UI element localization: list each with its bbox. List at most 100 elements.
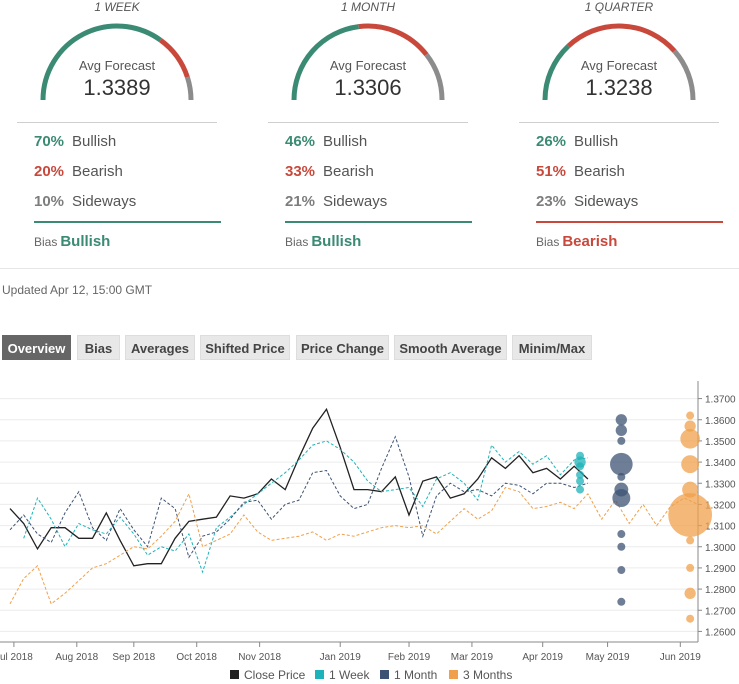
bearish-pct: 51% [536,163,567,180]
bearish-row: 20% Bearish [34,163,123,180]
forecast-bubble-3-months [686,614,695,623]
forecast-bubble-1-month [617,597,626,606]
y-tick-label: 1.3400 [705,458,736,469]
y-tick-label: 1.2900 [705,564,736,575]
bias-label: Bias [285,235,309,249]
legend-swatch [230,670,239,679]
bias-value: Bullish [60,233,111,250]
sentiment-gauge [542,23,696,101]
forecast-bubble-1-week [576,462,585,471]
sideways-row: 10% Sideways [34,193,136,210]
y-tick-label: 1.3700 [705,395,736,406]
tab-shifted-price[interactable]: Shifted Price [200,335,290,360]
tab-price-change[interactable]: Price Change [296,335,389,360]
series-3-months [9,486,699,605]
tab-minim-max[interactable]: Minim/Max [512,335,592,360]
forecast-bubble-3-months [686,536,695,545]
y-tick-label: 1.2700 [705,606,736,617]
avg-forecast-value: 1.3389 [83,75,151,100]
forecast-bubble-3-months [684,420,696,432]
forecast-bubble-3-months [684,587,696,599]
forecast-bubble-3-months [680,429,700,449]
sideways-pct: 10% [34,193,65,210]
legend-item[interactable]: 3 Months [449,668,512,682]
forecast-bubbles [574,411,713,623]
avg-forecast-label: Avg Forecast [329,58,407,73]
avg-forecast-value: 1.3238 [585,75,653,100]
x-tick-label: Nov 2018 [238,652,281,663]
forecast-bubble-1-month [617,566,626,575]
forecast-bubble-1-month [615,424,627,436]
sideways-label: Sideways [323,193,388,210]
forecast-bubble-1-week [576,477,585,486]
legend-item[interactable]: 1 Month [380,668,437,682]
gauge-bullish-arc [542,44,571,101]
gauge-sideways-arc [424,53,445,101]
sideways-label: Sideways [72,193,137,210]
y-tick-label: 1.3300 [705,479,736,490]
sentiment-gauge [40,23,194,101]
avg-forecast-label: Avg Forecast [580,58,658,73]
period-title: 1 WEEK [94,0,140,14]
sideways-pct: 21% [285,193,316,210]
gauge-bearish-arc [358,23,429,57]
forecast-bubble-3-months [668,493,713,537]
x-tick-label: Oct 2018 [176,652,217,663]
forecast-bubble-1-month [612,489,631,508]
bullish-pct: 70% [34,133,65,150]
sideways-pct: 23% [536,193,567,210]
bias-underline [285,221,472,223]
x-tick-label: Jun 2019 [660,652,702,663]
legend-label: 1 Week [329,668,370,682]
forecast-bubble-1-month [615,414,627,426]
sentiment-gauge [291,23,445,101]
forecast-bubble-1-month [610,452,633,476]
tab-smooth-average[interactable]: Smooth Average [394,335,507,360]
bias-underline [34,221,221,223]
bias: Bias Bullish [34,233,110,250]
x-tick-label: May 2019 [586,652,630,663]
gauge-sideways-arc [184,76,194,101]
sideways-label: Sideways [574,193,639,210]
sideways-row: 23% Sideways [536,193,638,210]
forecast-bubble-1-week [576,470,585,479]
tab-bias[interactable]: Bias [77,335,120,360]
legend-label: Close Price [244,668,306,682]
bearish-pct: 33% [285,163,316,180]
x-tick-label: Jul 2018 [0,652,33,663]
tab-averages[interactable]: Averages [125,335,195,360]
legend-item[interactable]: Close Price [230,668,306,682]
y-tick-label: 1.3100 [705,522,736,533]
bias-value: Bearish [562,233,618,250]
x-tick-label: Mar 2019 [451,652,494,663]
bias: Bias Bullish [285,233,361,250]
legend-swatch [380,670,389,679]
series-1-month [9,435,589,559]
forecast-bubble-1-month [617,472,626,481]
divider [17,122,217,123]
legend-item[interactable]: 1 Week [315,668,370,682]
bullish-pct: 26% [536,133,567,150]
updated-timestamp: Updated Apr 12, 15:00 GMT [2,283,153,297]
bias-label: Bias [536,235,560,249]
forecast-bubble-3-months [686,563,695,572]
bearish-row: 51% Bearish [536,163,625,180]
gauge-bearish-arc [566,23,677,53]
forecast-bubble-1-month [617,436,626,445]
y-tick-label: 1.2600 [705,627,736,638]
forecast-bubble-1-week [576,485,585,494]
bias-underline [536,221,723,223]
section-divider [0,268,739,269]
bias-value: Bullish [311,233,362,250]
bullish-label: Bullish [72,133,117,150]
y-tick-label: 1.3600 [705,416,736,427]
x-tick-label: Sep 2018 [112,652,155,663]
bullish-row: 70% Bullish [34,133,116,150]
bullish-pct: 46% [285,133,316,150]
tab-overview[interactable]: Overview [2,335,71,360]
y-tick-label: 1.3200 [705,500,736,511]
y-tick-label: 1.3500 [705,437,736,448]
legend-swatch [315,670,324,679]
avg-forecast-label: Avg Forecast [78,58,156,73]
chart-series [9,407,699,605]
